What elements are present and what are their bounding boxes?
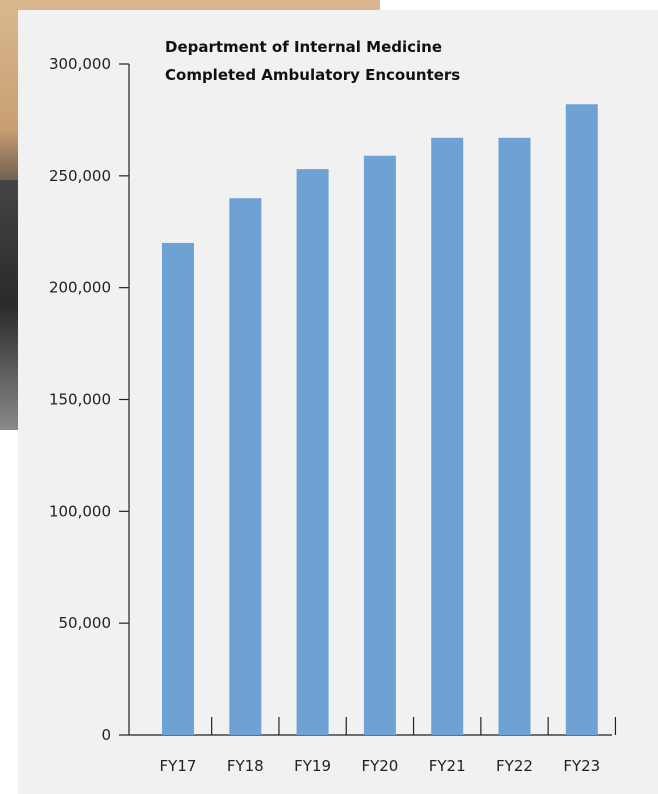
bar-series [162,104,598,735]
y-tick-label: 0 [101,726,111,744]
y-tick-label: 150,000 [49,391,111,409]
y-tick-label: 200,000 [49,279,111,297]
x-axis-labels: FY17 FY18 FY19 FY20 FY21 FY22 FY23 [160,757,601,775]
y-tick-label: 50,000 [59,614,112,632]
x-tick-label: FY20 [361,757,398,775]
x-tick-label: FY19 [294,757,331,775]
bar-fy18 [229,198,262,735]
bar-fy20 [363,155,396,735]
y-axis-labels: 0 50,000 100,000 150,000 200,000 250,000 300,0… [49,55,111,744]
x-tick-label: FY18 [227,757,264,775]
bar-fy21 [431,137,464,735]
x-tick-label: FY22 [496,757,533,775]
bar-fy22 [498,137,531,735]
background-photo-edge [0,180,20,430]
y-tick-label: 300,000 [49,55,111,73]
bar-fy23 [565,104,598,735]
chart-title-line-2: Completed Ambulatory Encounters [165,66,460,84]
x-tick-label: FY17 [160,757,197,775]
chart-title: Department of Internal Medicine Complete… [165,38,460,84]
bar-fy17 [162,242,194,735]
chart-card [18,10,658,794]
y-tick-label: 250,000 [49,167,111,185]
y-tick-label: 100,000 [49,502,111,520]
bar-fy19 [296,169,329,735]
x-tick-label: FY23 [563,757,600,775]
chart-title-line-1: Department of Internal Medicine [165,38,442,56]
x-tick-label: FY21 [429,757,466,775]
